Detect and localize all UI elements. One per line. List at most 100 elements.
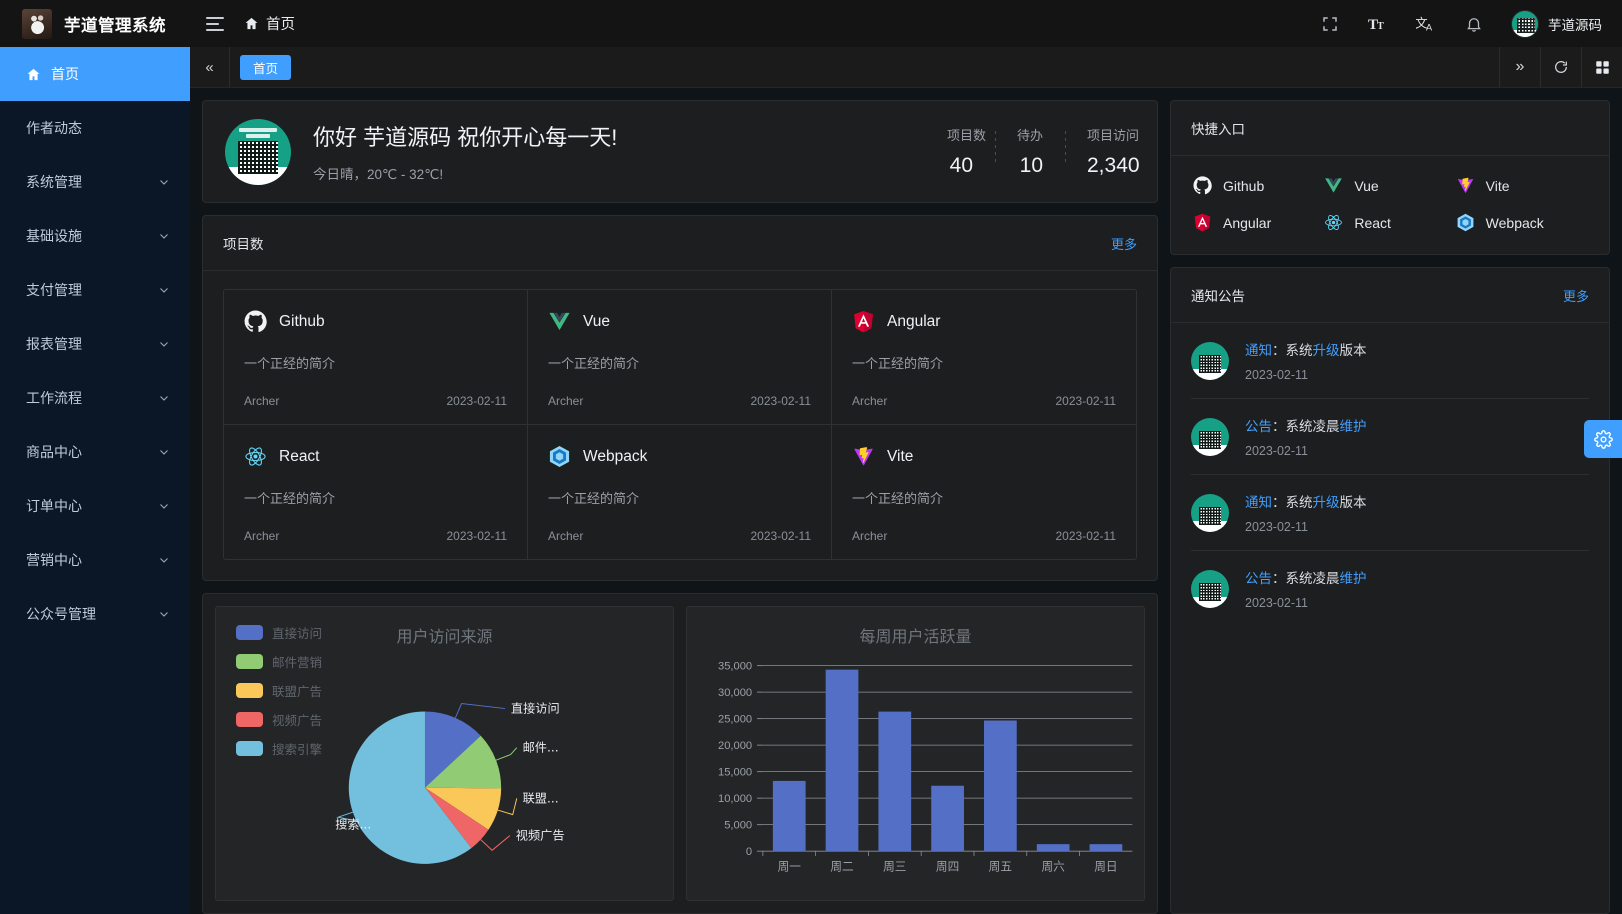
legend-item[interactable]: 邮件营销 (236, 652, 322, 671)
pie-slice[interactable] (348, 711, 472, 864)
x-axis-label: 周四 (936, 860, 959, 874)
fullscreen-icon[interactable] (1319, 13, 1341, 35)
project-card[interactable]: React 一个正经的简介 Archer 2023-02-11 (224, 425, 528, 559)
sidebar-item-report[interactable]: 报表管理 (0, 317, 190, 371)
refresh-icon[interactable] (1540, 47, 1581, 87)
projects-body: Github 一个正经的简介 Archer 2023-02-11 (203, 271, 1157, 580)
project-card[interactable]: Webpack 一个正经的简介 Archer 2023-02-11 (528, 425, 832, 559)
sidebar-item-payment[interactable]: 支付管理 (0, 263, 190, 317)
sidebar-item-infra[interactable]: 基础设施 (0, 209, 190, 263)
project-name: Vue (583, 312, 611, 330)
quick-item-vite[interactable]: Vite (1456, 176, 1587, 195)
pie-slice[interactable] (424, 711, 481, 788)
font-size-icon[interactable]: T T (1367, 13, 1389, 35)
pie-callout-line (495, 747, 518, 761)
pie-slice[interactable] (424, 735, 502, 789)
bar[interactable] (1089, 844, 1123, 852)
notices-more-link[interactable]: 更多 (1562, 288, 1589, 304)
projects-card: 项目数 更多 Github (202, 215, 1158, 581)
chevron-double-right-icon[interactable]: » (1499, 47, 1540, 87)
project-card[interactable]: Angular 一个正经的简介 Archer 2023-02-11 (832, 290, 1136, 425)
sidebar-item-marketing[interactable]: 营销中心 (0, 533, 190, 587)
bar[interactable] (825, 669, 859, 852)
pie-slice[interactable] (424, 787, 489, 849)
legend-item[interactable]: 视频广告 (236, 710, 322, 729)
sidebar-logo[interactable]: 芋道管理系统 (0, 0, 190, 47)
sidebar-item-mp[interactable]: 公众号管理 (0, 587, 190, 641)
pie-chart-canvas[interactable]: 直接访问邮件...联盟...视频广告搜索... (216, 607, 673, 900)
notice-item[interactable]: 通知：系统升级版本 2023-02-11 (1191, 475, 1589, 551)
quick-item-angular[interactable]: Angular (1193, 213, 1324, 232)
project-card[interactable]: Github 一个正经的简介 Archer 2023-02-11 (224, 290, 528, 425)
project-card[interactable]: Vite 一个正经的简介 Archer 2023-02-11 (832, 425, 1136, 559)
project-date: 2023-02-11 (750, 529, 812, 543)
quick-entry-title: 快捷入口 (1191, 122, 1245, 137)
notice-highlight: 维护 (1339, 571, 1367, 586)
tab-home[interactable]: 首页 (240, 54, 292, 80)
sidebar-item-label: 首页 (51, 66, 79, 82)
notices-card: 通知公告 更多 通知：系统升级版本 2023-02-11 (1170, 267, 1610, 914)
bar[interactable] (772, 780, 806, 852)
chevron-down-icon (158, 338, 170, 350)
quick-item-react[interactable]: React (1324, 213, 1455, 232)
bar-chart-canvas[interactable]: 0 5,000 10,000 15,000 20,000 25,000 30,000 35,0… (687, 607, 1144, 900)
notice-item[interactable]: 公告：系统凌晨维护 2023-02-11 (1191, 399, 1589, 475)
quick-item-webpack[interactable]: Webpack (1456, 213, 1587, 232)
project-date: 2023-02-11 (446, 394, 508, 408)
sidebar-item-system[interactable]: 系统管理 (0, 155, 190, 209)
y-axis-label: 20,000 (718, 740, 752, 752)
project-date: 2023-02-11 (1055, 394, 1117, 408)
notice-item[interactable]: 通知：系统升级版本 2023-02-11 (1191, 323, 1589, 399)
qrcode-avatar-icon (225, 118, 291, 185)
stat-todo: 待办 10 (995, 125, 1065, 178)
bar[interactable] (1036, 844, 1070, 852)
stat-label: 待办 (1017, 128, 1044, 143)
grid-icon[interactable] (1581, 47, 1622, 87)
tabs-list: 首页 (230, 47, 1499, 87)
sidebar-item-workflow[interactable]: 工作流程 (0, 371, 190, 425)
projects-header: 项目数 更多 (203, 216, 1157, 271)
legend-swatch (236, 712, 263, 727)
chevron-down-icon (158, 554, 170, 566)
notice-item[interactable]: 公告：系统凌晨维护 2023-02-11 (1191, 551, 1589, 626)
project-desc: 一个正经的简介 (548, 491, 640, 506)
quick-item-github[interactable]: Github (1193, 176, 1324, 195)
sidebar-item-order[interactable]: 订单中心 (0, 479, 190, 533)
hamburger-icon[interactable] (206, 16, 224, 31)
bar-chart-title: 每周用户活跃量 (859, 629, 972, 646)
right-column: 快捷入口 Github Vue (1170, 100, 1610, 914)
bar[interactable] (931, 785, 964, 852)
sidebar-item-home[interactable]: 首页 (0, 47, 190, 101)
left-column: 你好 芋道源码 祝你开心每一天! 今日晴，20℃ - 32℃! 项目数 40 待… (202, 100, 1158, 914)
sidebar-item-author-news[interactable]: 作者动态 (0, 101, 190, 155)
project-card[interactable]: Vue 一个正经的简介 Archer 2023-02-11 (528, 290, 832, 425)
settings-button[interactable] (1584, 420, 1622, 458)
projects-more-link[interactable]: 更多 (1110, 236, 1137, 252)
quick-item-vue[interactable]: Vue (1324, 176, 1455, 195)
bar[interactable] (878, 711, 912, 852)
x-axis-label: 周三 (883, 860, 906, 874)
legend-item[interactable]: 联盟广告 (236, 681, 322, 700)
qrcode-avatar-icon (1191, 569, 1229, 608)
user-name: 芋道源码 (1548, 17, 1602, 33)
legend-item[interactable]: 直接访问 (236, 623, 322, 642)
legend-swatch (236, 741, 263, 756)
chevron-double-left-icon[interactable]: « (190, 47, 230, 87)
notice-date: 2023-02-11 (1245, 444, 1309, 458)
main-area: 首页 T T 文 A (190, 0, 1622, 914)
pie-slice[interactable] (424, 787, 502, 830)
project-desc: 一个正经的简介 (852, 356, 944, 371)
quick-entry-header: 快捷入口 (1171, 101, 1609, 156)
sidebar-item-product[interactable]: 商品中心 (0, 425, 190, 479)
breadcrumb[interactable]: 首页 (244, 13, 295, 34)
bell-icon[interactable] (1463, 13, 1485, 35)
translate-icon[interactable]: 文 A (1415, 13, 1437, 35)
chevron-down-icon (158, 446, 170, 458)
stat-value: 2,340 (1087, 154, 1140, 177)
chevron-down-icon (158, 392, 170, 404)
legend-item[interactable]: 搜索引擎 (236, 739, 322, 758)
bar[interactable] (984, 720, 1017, 852)
legend-label: 视频广告 (272, 714, 323, 728)
user-menu[interactable]: 芋道源码 (1511, 9, 1602, 38)
tabs-bar: « 首页 » (190, 47, 1622, 88)
